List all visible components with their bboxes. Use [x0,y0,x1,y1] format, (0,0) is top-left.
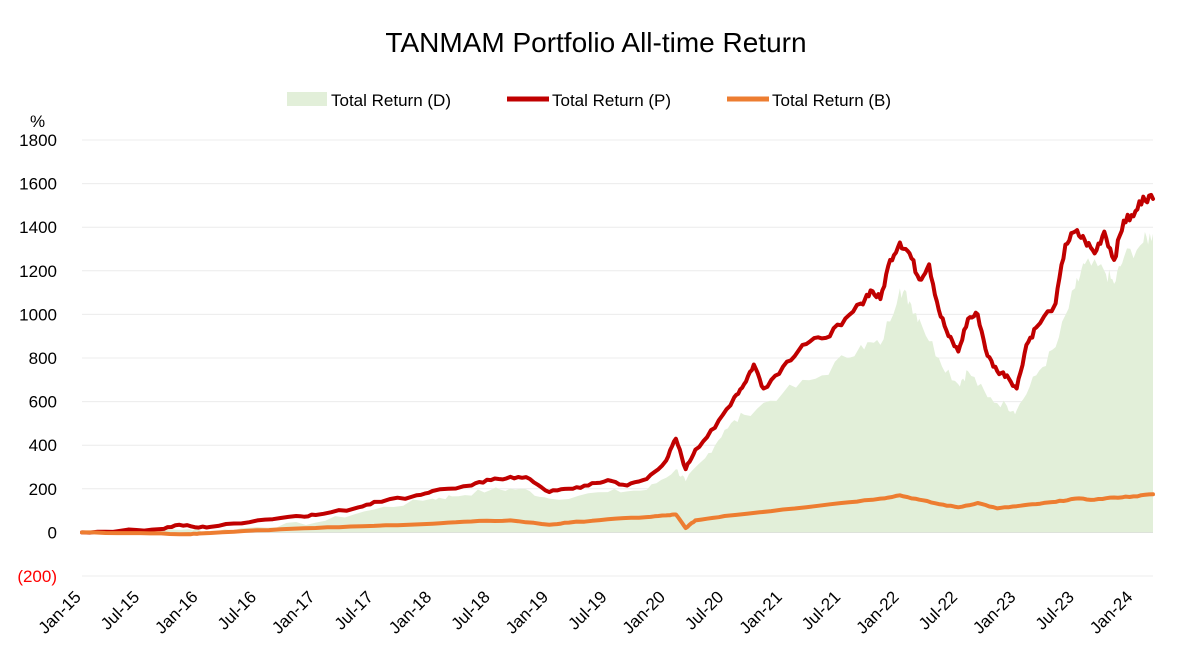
legend-swatch-d [287,92,327,106]
y-tick-label: 1800 [19,131,57,150]
x-tick-label: Jan-23 [969,587,1019,637]
legend-label-p: Total Return (P) [552,91,671,110]
x-tick-label: Jan-19 [502,587,552,637]
chart-title: TANMAM Portfolio All-time Return [385,27,806,58]
y-axis-ticks: (200) 0 200 400 600 800 1000 1200 1400 1600 1800 [17,131,57,586]
x-tick-label: Jul-21 [798,587,844,633]
x-axis-ticks: Jan-15 Jul-15 Jan-16 Jul-16 Jan-17 Jul-17 Jan-… [35,587,1137,637]
x-tick-label: Jul-15 [97,587,143,633]
series-area-total-return-d [82,231,1153,534]
line-layer [80,192,1155,537]
x-tick-label: Jan-16 [151,587,201,637]
x-tick-label: Jan-24 [1086,587,1136,637]
y-tick-label: 600 [29,393,57,412]
y-tick-label: 800 [29,349,57,368]
legend-label-b: Total Return (B) [772,91,891,110]
y-tick-label: 1400 [19,218,57,237]
x-tick-label: Jan-17 [268,587,318,637]
y-tick-label: 1200 [19,262,57,281]
series-line-total-return-b [80,492,1155,537]
series-line-total-return-p [80,192,1155,535]
y-tick-label: 400 [29,436,57,455]
y-axis-unit: % [30,112,45,131]
x-tick-label: Jul-18 [448,587,494,633]
y-tick-label: 200 [29,480,57,499]
x-tick-label: Jan-22 [853,587,903,637]
x-tick-label: Jan-21 [736,587,786,637]
legend: Total Return (D) Total Return (P) Total … [287,91,891,110]
x-tick-label: Jul-17 [331,587,377,633]
y-tick-label: 1000 [19,305,57,324]
y-tick-label: (200) [17,567,57,586]
area-layer [82,231,1153,534]
x-tick-label: Jan-18 [385,587,435,637]
gridlines [82,139,1153,577]
y-tick-label: 1600 [19,175,57,194]
x-tick-label: Jul-22 [915,587,961,633]
x-tick-label: Jul-20 [681,587,727,633]
y-tick-label: 0 [48,523,57,542]
x-tick-label: Jul-23 [1032,587,1078,633]
x-tick-label: Jan-20 [619,587,669,637]
legend-label-d: Total Return (D) [331,91,451,110]
x-tick-label: Jul-19 [564,587,610,633]
x-tick-label: Jan-15 [35,587,85,637]
x-tick-label: Jul-16 [214,587,260,633]
